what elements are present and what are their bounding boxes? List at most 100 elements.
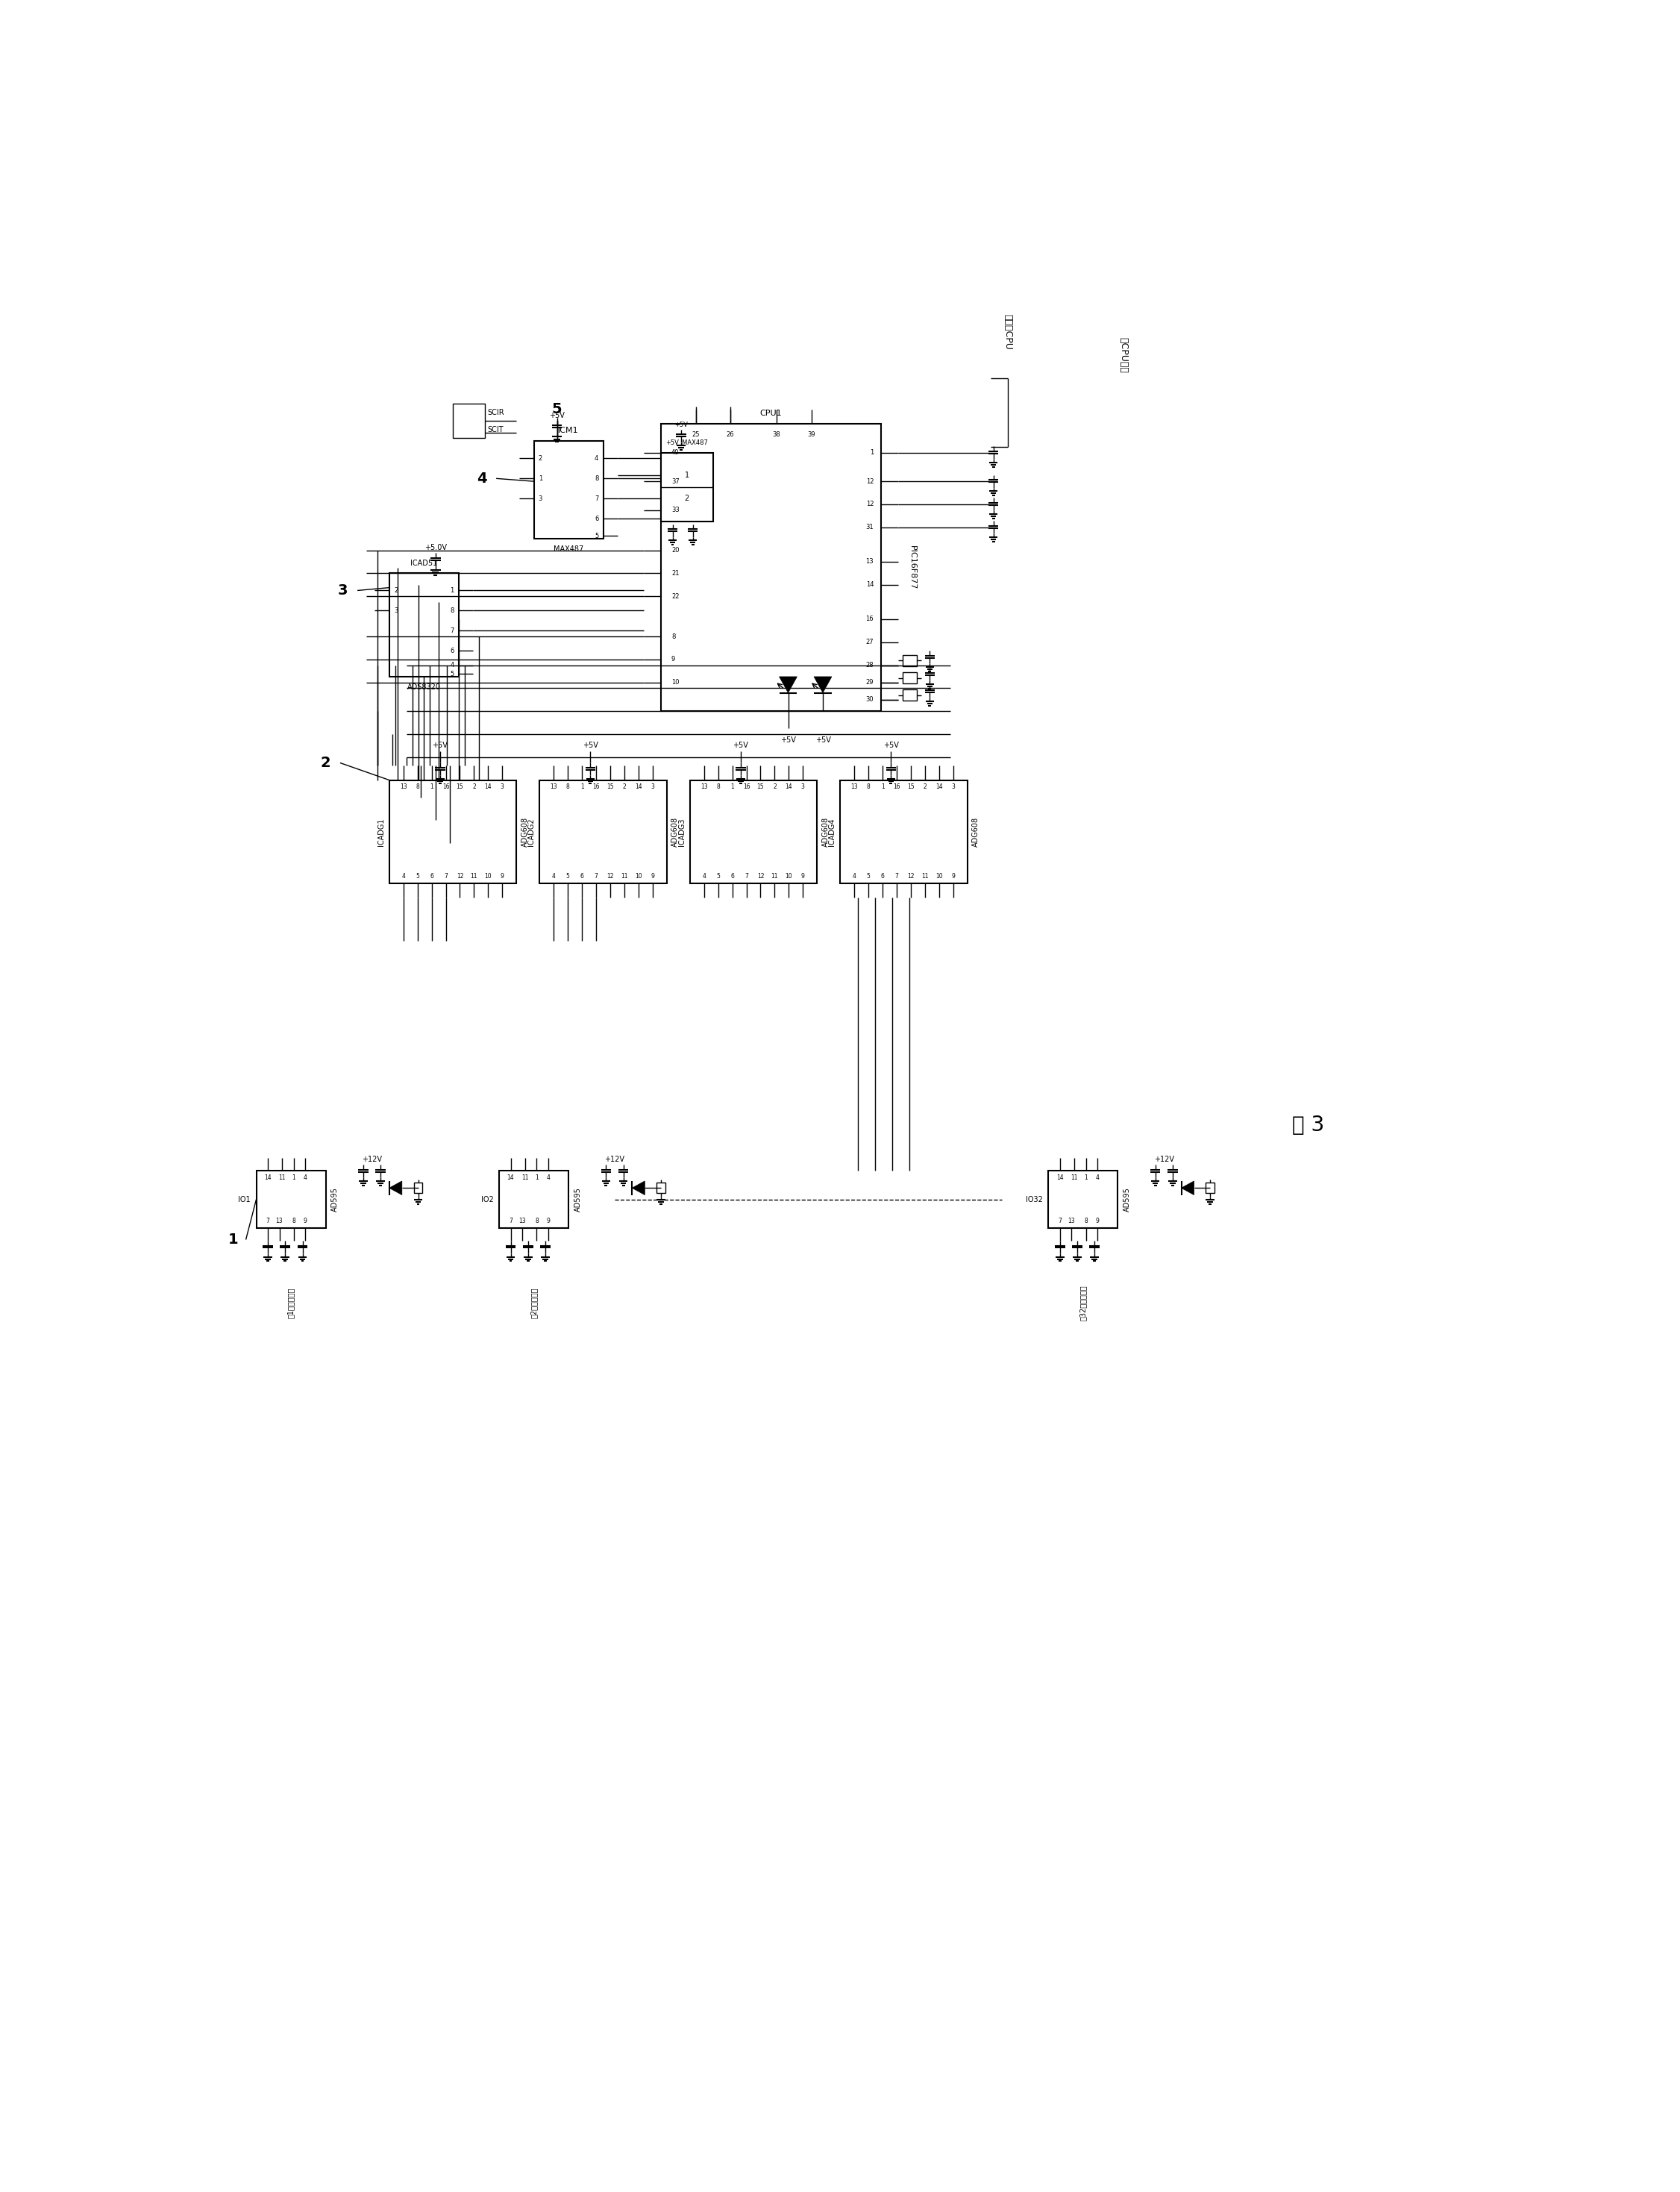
Text: 1: 1 xyxy=(538,476,543,482)
Text: 11: 11 xyxy=(279,1175,286,1181)
Text: 8: 8 xyxy=(716,783,721,791)
Text: +5V: +5V xyxy=(583,741,598,750)
Text: 12: 12 xyxy=(606,872,613,879)
Text: 3: 3 xyxy=(801,783,805,791)
Text: 7: 7 xyxy=(509,1219,512,1225)
Text: 12: 12 xyxy=(865,478,874,484)
Text: SCIR: SCIR xyxy=(487,408,504,416)
Bar xyxy=(390,780,516,883)
Text: 4: 4 xyxy=(304,1175,307,1181)
Text: 6: 6 xyxy=(880,872,884,879)
Text: 13: 13 xyxy=(549,783,558,791)
Text: 5: 5 xyxy=(595,533,598,539)
Bar xyxy=(690,780,816,883)
Text: 第32路温度信号: 第32路温度信号 xyxy=(1079,1285,1087,1320)
Text: ICADG3: ICADG3 xyxy=(677,818,685,846)
Text: ADG608: ADG608 xyxy=(672,818,679,846)
Text: ADG608: ADG608 xyxy=(521,818,529,846)
Text: 3: 3 xyxy=(501,783,504,791)
Text: 4: 4 xyxy=(852,872,857,879)
Text: 1: 1 xyxy=(430,783,433,791)
Text: 1: 1 xyxy=(450,587,454,594)
Text: 22: 22 xyxy=(672,592,679,601)
Text: +5V: +5V xyxy=(432,741,449,750)
Text: 6: 6 xyxy=(430,872,433,879)
Text: 10: 10 xyxy=(635,872,642,879)
Polygon shape xyxy=(632,1181,645,1195)
Text: 7: 7 xyxy=(450,627,454,633)
Text: IO1: IO1 xyxy=(239,1195,250,1203)
Text: 14: 14 xyxy=(865,581,874,587)
Text: 9: 9 xyxy=(801,872,805,879)
Text: 6: 6 xyxy=(450,647,454,653)
Text: 选择从CPU: 选择从CPU xyxy=(1003,313,1013,351)
Text: 7: 7 xyxy=(444,872,447,879)
Text: 8: 8 xyxy=(415,783,420,791)
Text: 13: 13 xyxy=(276,1219,282,1225)
Text: 4: 4 xyxy=(595,456,598,463)
Text: 10: 10 xyxy=(672,680,679,686)
Text: 6: 6 xyxy=(580,872,583,879)
Text: 7: 7 xyxy=(265,1219,269,1225)
Text: 14: 14 xyxy=(635,783,642,791)
Bar xyxy=(534,441,603,539)
Text: 40: 40 xyxy=(672,449,679,456)
Text: 1: 1 xyxy=(580,783,583,791)
Text: 9: 9 xyxy=(672,655,675,662)
Text: 8: 8 xyxy=(1084,1219,1087,1225)
Text: ICADG2: ICADG2 xyxy=(528,818,534,846)
Text: 21: 21 xyxy=(672,570,679,576)
Text: 8: 8 xyxy=(534,1219,538,1225)
Polygon shape xyxy=(813,677,832,693)
Bar xyxy=(1206,1184,1215,1192)
Text: 25: 25 xyxy=(692,432,699,438)
Text: 29: 29 xyxy=(865,680,874,686)
Text: 7: 7 xyxy=(1058,1219,1062,1225)
Text: +12V: +12V xyxy=(361,1155,381,1164)
Text: 13: 13 xyxy=(865,559,874,566)
Bar xyxy=(454,403,484,438)
Text: SCIT: SCIT xyxy=(487,425,504,434)
Text: 10: 10 xyxy=(936,872,942,879)
Text: 3: 3 xyxy=(538,495,543,502)
Text: 1: 1 xyxy=(880,783,884,791)
Text: 16: 16 xyxy=(442,783,449,791)
Text: 12: 12 xyxy=(865,502,874,509)
Bar xyxy=(902,688,917,701)
Text: 16: 16 xyxy=(894,783,900,791)
Text: 11: 11 xyxy=(1070,1175,1079,1181)
Text: 12: 12 xyxy=(457,872,464,879)
Text: 7: 7 xyxy=(595,872,598,879)
Text: 14: 14 xyxy=(936,783,942,791)
Text: 15: 15 xyxy=(606,783,613,791)
Text: 4: 4 xyxy=(546,1175,549,1181)
Text: 2: 2 xyxy=(924,783,927,791)
Text: AD595: AD595 xyxy=(575,1188,581,1212)
Text: +5V_MAX487: +5V_MAX487 xyxy=(665,438,709,445)
Text: 1: 1 xyxy=(228,1232,239,1247)
Text: 2: 2 xyxy=(623,783,627,791)
Text: IO32: IO32 xyxy=(1025,1195,1043,1203)
Text: 8: 8 xyxy=(292,1219,296,1225)
Text: 9: 9 xyxy=(304,1219,307,1225)
Text: 8: 8 xyxy=(450,607,454,614)
Text: 12: 12 xyxy=(907,872,914,879)
Bar xyxy=(902,655,917,666)
Text: 8: 8 xyxy=(595,476,598,482)
Text: 5: 5 xyxy=(716,872,721,879)
Bar xyxy=(539,780,667,883)
Text: 4: 4 xyxy=(551,872,556,879)
Text: 3: 3 xyxy=(393,607,398,614)
Text: AD595: AD595 xyxy=(1124,1188,1131,1212)
Text: +5V: +5V xyxy=(815,737,830,743)
Text: 13: 13 xyxy=(519,1219,526,1225)
Text: 4: 4 xyxy=(477,471,487,487)
Text: 第1路温度信号: 第1路温度信号 xyxy=(287,1287,294,1317)
Text: 33: 33 xyxy=(672,506,679,513)
Text: PIC16F877: PIC16F877 xyxy=(909,546,916,590)
Text: 27: 27 xyxy=(865,638,874,647)
Text: 2: 2 xyxy=(472,783,475,791)
Text: 11: 11 xyxy=(470,872,477,879)
Text: 2: 2 xyxy=(538,456,543,463)
Text: ICAD51: ICAD51 xyxy=(410,559,437,568)
